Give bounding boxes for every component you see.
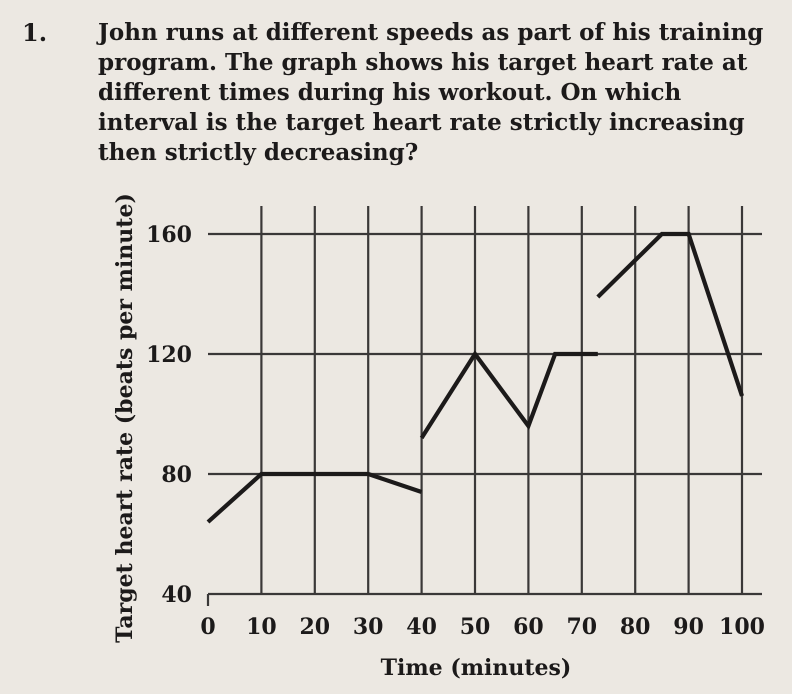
- x-tick-label: 70: [566, 614, 597, 640]
- y-tick-label: 120: [146, 342, 192, 368]
- x-tick-label: 80: [620, 614, 651, 640]
- x-tick-label: 10: [246, 614, 277, 640]
- y-tick-label: 80: [161, 462, 192, 488]
- x-tick-label: 0: [200, 614, 215, 640]
- x-tick-label: 100: [719, 614, 765, 640]
- y-axis-title: Target heart rate (beats per minute): [112, 193, 138, 643]
- x-tick-label: 30: [353, 614, 384, 640]
- y-tick-label: 160: [146, 222, 192, 248]
- y-tick-label: 40: [161, 582, 192, 608]
- x-tick-label: 60: [513, 614, 544, 640]
- x-tick-label: 40: [406, 614, 437, 640]
- x-tick-label: 20: [299, 614, 330, 640]
- question-text: John runs at different speeds as part of…: [98, 19, 764, 166]
- data-segment-3: [596, 231, 744, 397]
- x-tick-label: 90: [673, 614, 704, 640]
- data-segment-1: [206, 471, 423, 524]
- x-axis-title: Time (minutes): [381, 655, 572, 681]
- x-tick-label: 50: [460, 614, 491, 640]
- data-segment-2: [419, 350, 598, 440]
- question-number: 1.: [22, 18, 48, 47]
